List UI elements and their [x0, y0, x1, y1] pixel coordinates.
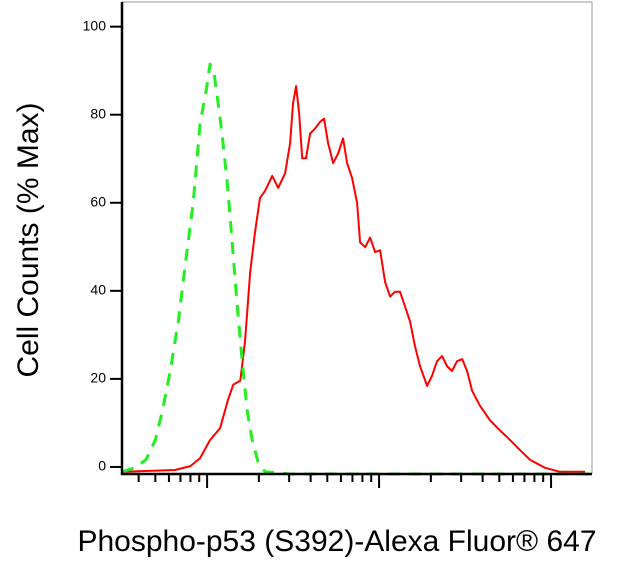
plot-area	[121, 62, 591, 476]
y-axis-title: Cell Counts (% Max)	[12, 102, 45, 377]
y-tick-label: 100	[83, 17, 107, 33]
y-tick-label: 0	[98, 458, 106, 474]
y-tick-label: 60	[90, 193, 106, 209]
y-tick-label: 40	[90, 282, 106, 298]
series-line	[121, 62, 591, 476]
y-tick-label: 80	[90, 105, 106, 121]
series-line	[121, 85, 586, 473]
y-tick-label: 20	[90, 370, 106, 386]
x-axis-title: Phospho-p53 (S392)-Alexa Fluor® 647	[77, 525, 596, 558]
